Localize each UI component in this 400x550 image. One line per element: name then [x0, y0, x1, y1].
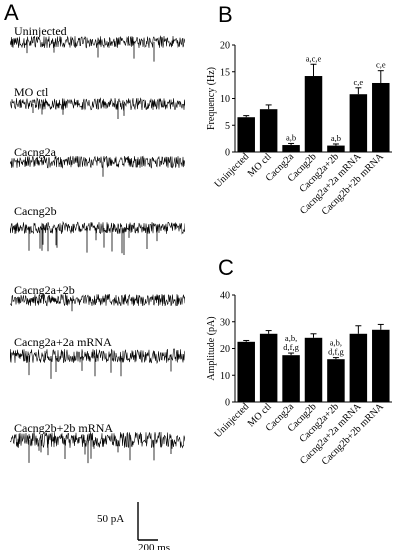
trace-cacng2a-2b [10, 293, 185, 312]
y-axis-label: Amplitude (pA) [206, 316, 217, 380]
trace-label-cacng2a: Cacng2a [14, 145, 56, 159]
y-tick-label: 10 [220, 94, 230, 105]
trace-label-cacng2a-2b: Cacng2a+2b [14, 283, 75, 297]
trace-noise [10, 35, 185, 49]
trace-label-cacng2b-2b-mrna: Cacng2b+2b mRNA [14, 421, 114, 435]
y-tick-label: 10 [220, 371, 230, 382]
y-tick-label: 30 [220, 317, 230, 328]
trace-cacng2a [10, 155, 185, 177]
bar [282, 355, 300, 402]
trace-cacng2b-2b-mrna [10, 431, 185, 464]
bar [304, 76, 323, 152]
trace-noise [10, 431, 185, 449]
bar [282, 145, 300, 152]
trace-noise [10, 221, 185, 235]
bar [237, 341, 255, 402]
y-tick-label: 5 [225, 121, 230, 132]
significance-label: a,b [286, 132, 296, 142]
scale-bar-horizontal-label: 200 ms [138, 542, 171, 550]
scale-bar-vertical-label: 50 pA [97, 513, 125, 525]
significance-label: a,b, d,f,g [328, 338, 344, 357]
trace-noise [10, 155, 185, 169]
y-tick-label: 20 [220, 41, 230, 52]
significance-label: a,c,e [306, 53, 322, 63]
bar [304, 337, 323, 402]
bar [372, 329, 390, 402]
y-tick-label: 15 [220, 67, 230, 78]
trace-label-mo-ctl: MO ctl [14, 85, 49, 99]
bar [327, 359, 345, 402]
trace-label-uninjected: Uninjected [14, 24, 67, 38]
bar [237, 117, 255, 152]
significance-label: a,b, d,f,g [283, 333, 299, 352]
bar [372, 82, 390, 152]
trace-cacng2a-2a-mrna [10, 348, 185, 379]
y-tick-label: 0 [225, 148, 230, 159]
significance-label: a,b [331, 133, 341, 143]
y-axis-label: Frequency (Hz) [206, 67, 217, 130]
trace-label-cacng2a-2a-mrna: Cacng2a+2a mRNA [14, 335, 112, 349]
significance-label: c,e [376, 60, 386, 70]
bar [259, 333, 278, 402]
significance-label: c,e [354, 77, 364, 87]
y-tick-label: 20 [220, 344, 230, 355]
bar [259, 109, 278, 152]
y-tick-label: 40 [220, 291, 230, 302]
trace-label-cacng2b: Cacng2b [14, 204, 57, 218]
trace-cacng2b [10, 221, 185, 255]
trace-noise [10, 293, 185, 307]
panel-letter-b: B [218, 2, 233, 27]
scale-bar [137, 502, 158, 541]
bar [349, 333, 368, 402]
trace-uninjected [10, 35, 185, 62]
bar [349, 94, 368, 152]
bar [327, 145, 345, 152]
trace-mo-ctl [10, 97, 185, 120]
trace-noise [10, 348, 185, 365]
y-tick-label: 0 [225, 398, 230, 409]
trace-noise [10, 97, 185, 111]
panel-letter-c: C [218, 255, 234, 280]
panel-letter-a: A [4, 0, 19, 25]
